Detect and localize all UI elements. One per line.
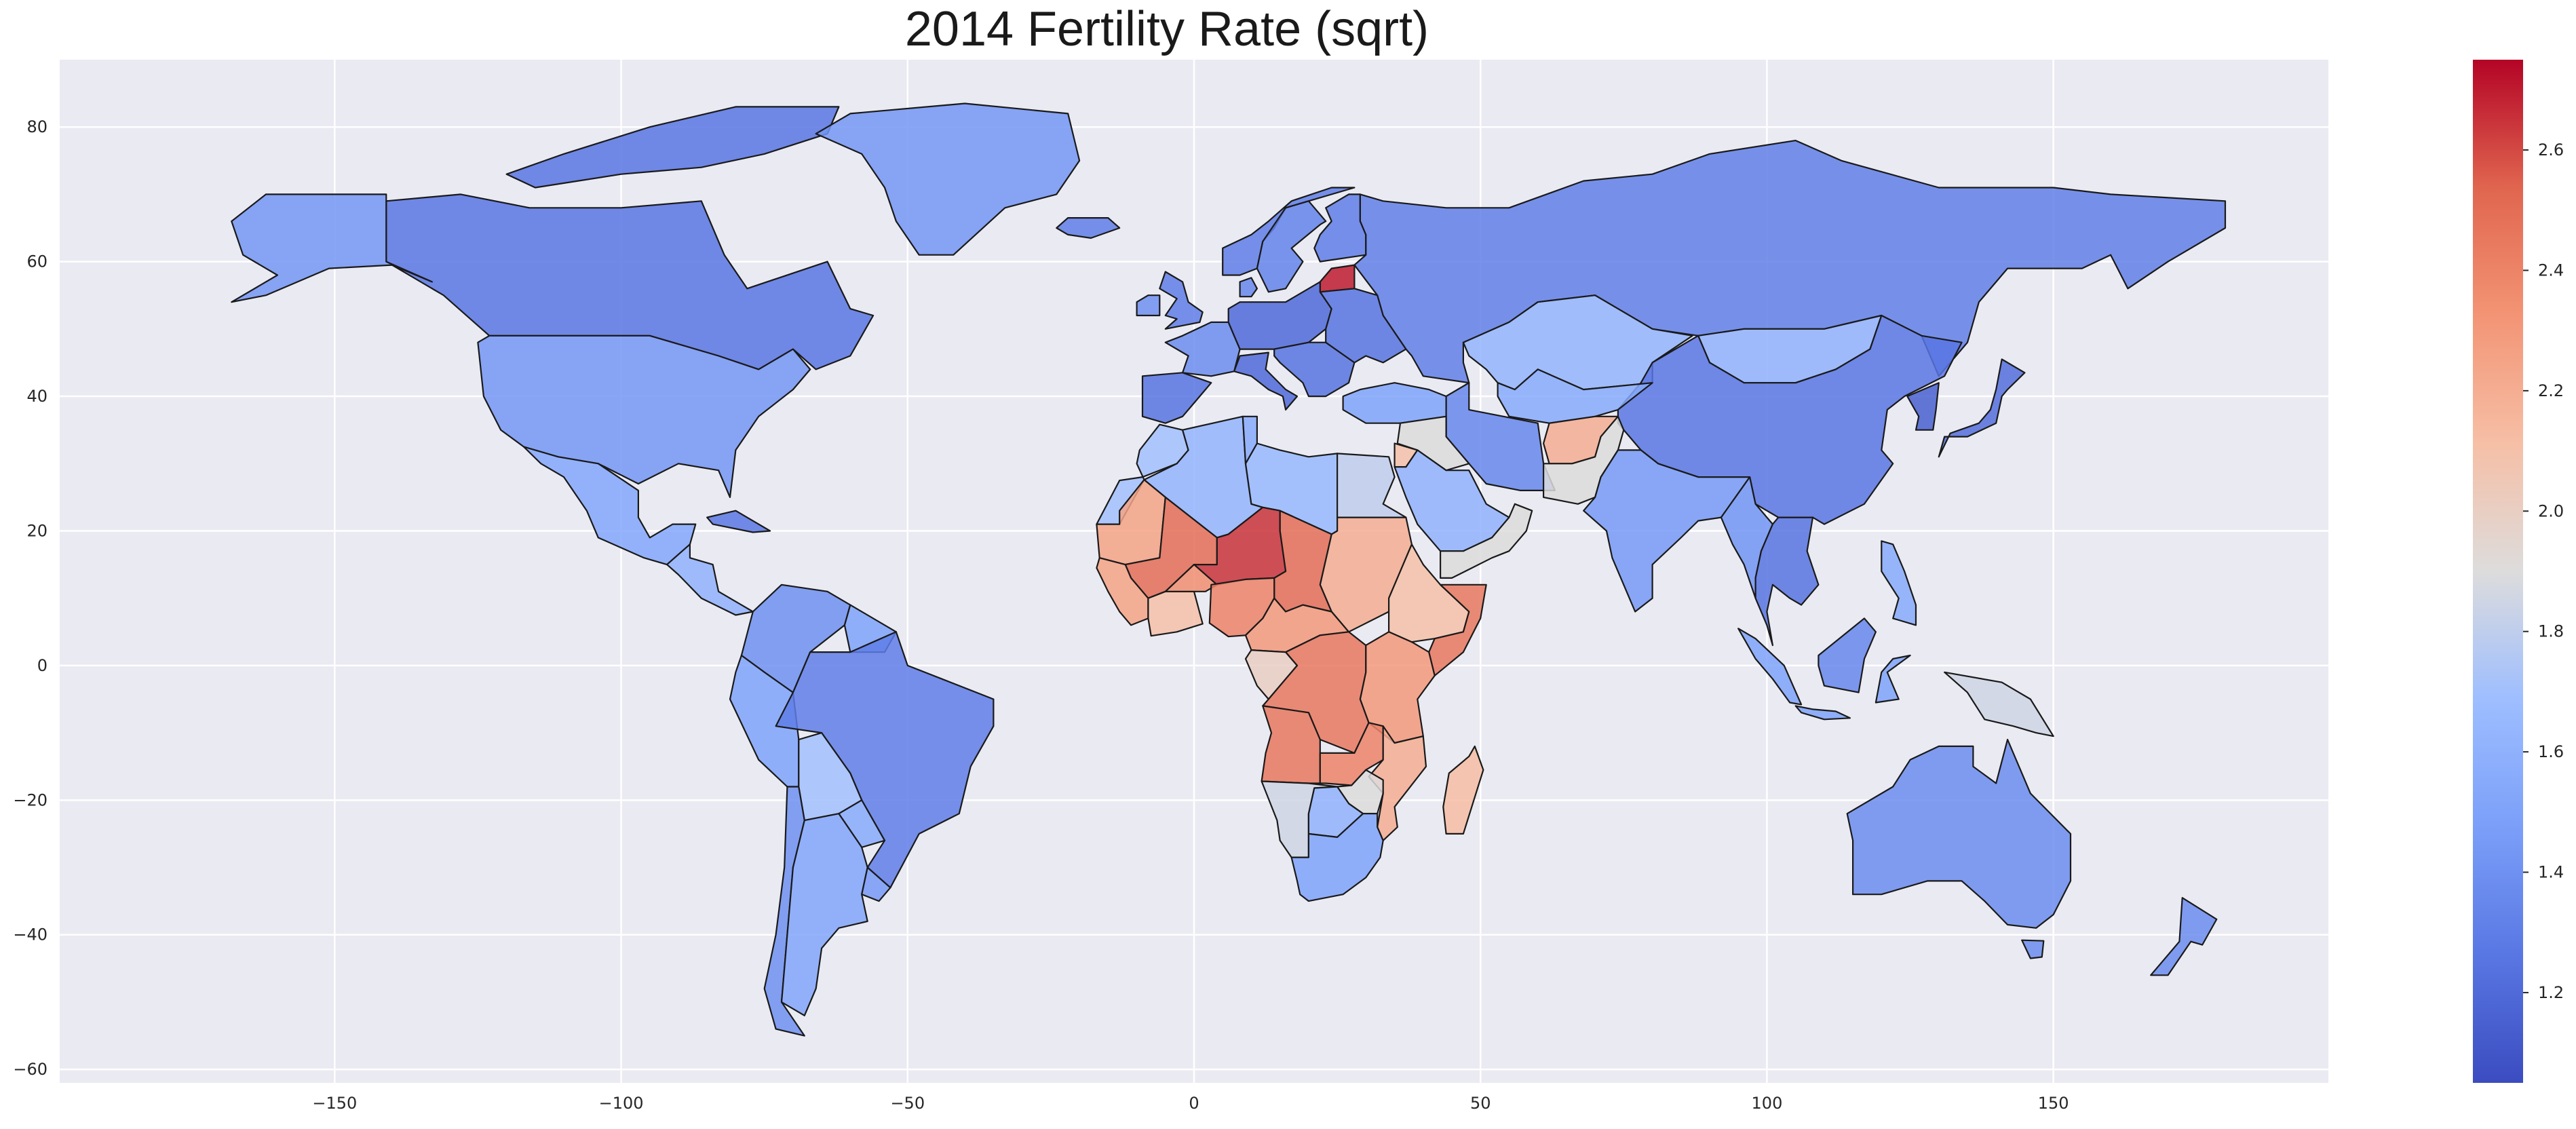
x-tick-label: 100 (1752, 1094, 1783, 1113)
region-tasmania (2021, 939, 2045, 959)
x-tick-label: 0 (1189, 1094, 1199, 1113)
x-tick-label: 150 (2038, 1094, 2069, 1113)
country-regions (231, 102, 2227, 1037)
y-tick-label: 60 (26, 252, 47, 271)
colorbar-tick-label: 1.2 (2538, 983, 2564, 1002)
x-axis-ticks: −150 −100 −50 0 50 100 150 (312, 1094, 2069, 1113)
region-new-guinea (1944, 671, 2054, 738)
y-tick-label: −60 (13, 1060, 47, 1079)
colorbar-tick-label: 1.8 (2538, 622, 2564, 641)
region-alaska (231, 193, 433, 303)
region-sweden (1256, 200, 1327, 293)
region-sulawesi (1875, 654, 1911, 704)
region-iberia (1141, 372, 1212, 424)
colorbar-tick-label: 2.2 (2538, 381, 2564, 400)
region-pakistan (1543, 415, 1625, 505)
y-tick-label: 0 (37, 656, 47, 675)
region-angola (1261, 705, 1321, 784)
region-japan (1938, 358, 2026, 458)
region-india (1583, 449, 1751, 613)
region-java (1794, 705, 1851, 721)
colorbar-tick-label: 1.6 (2538, 742, 2564, 761)
x-tick-label: −100 (599, 1094, 644, 1113)
x-tick-label: 50 (1470, 1094, 1491, 1113)
region-sudan (1319, 516, 1412, 633)
colorbar-tick-label: 1.4 (2538, 863, 2564, 882)
region-central-america (666, 543, 754, 616)
colorbar: 1.2 1.4 1.6 1.8 2.0 2.2 2.4 2.6 (2473, 60, 2564, 1083)
region-borneo (1818, 617, 1877, 693)
region-russia (1353, 140, 2227, 384)
y-tick-label: 80 (26, 117, 47, 136)
region-south-africa (1290, 813, 1384, 902)
colorbar-tick-label: 2.6 (2538, 140, 2564, 159)
colorbar-tick-label: 2.4 (2538, 261, 2564, 280)
colorbar-gradient (2473, 60, 2523, 1083)
y-tick-label: 20 (26, 521, 47, 540)
region-mexico (522, 446, 697, 566)
x-tick-label: −50 (890, 1094, 925, 1113)
region-central-asia (1497, 368, 1653, 424)
x-tick-label: −150 (312, 1094, 357, 1113)
region-ukraine-belarus (1319, 288, 1407, 364)
region-west-coast (1096, 557, 1149, 626)
region-madagascar (1442, 745, 1484, 835)
chart-title: 2014 Fertility Rate (sqrt) (904, 2, 1429, 56)
region-denmark (1239, 277, 1258, 298)
region-greenland (815, 102, 1081, 256)
y-tick-label: −40 (13, 925, 47, 944)
y-axis-ticks: −60 −40 −20 0 20 40 60 80 (13, 117, 47, 1079)
region-yemen-oman (1440, 503, 1533, 579)
colorbar-tick-label: 2.0 (2538, 501, 2564, 520)
region-philippines (1881, 540, 1917, 626)
region-ireland (1136, 294, 1161, 317)
region-uruguay (861, 866, 891, 902)
region-australia (1846, 738, 2072, 929)
region-iceland (1056, 217, 1121, 239)
region-sumatra (1737, 628, 1803, 706)
region-southeast-asia (1754, 516, 1820, 647)
region-united-kingdom (1159, 271, 1204, 330)
region-argentina (780, 813, 868, 1016)
y-tick-label: 40 (26, 387, 47, 406)
region-korea (1906, 382, 1940, 431)
region-east-africa (1359, 631, 1436, 744)
y-tick-label: −20 (13, 790, 47, 809)
region-balkans (1273, 341, 1356, 398)
region-new-zealand (2150, 897, 2218, 976)
region-zambia (1319, 722, 1384, 786)
region-cuba (706, 510, 771, 533)
region-italy (1233, 351, 1299, 410)
